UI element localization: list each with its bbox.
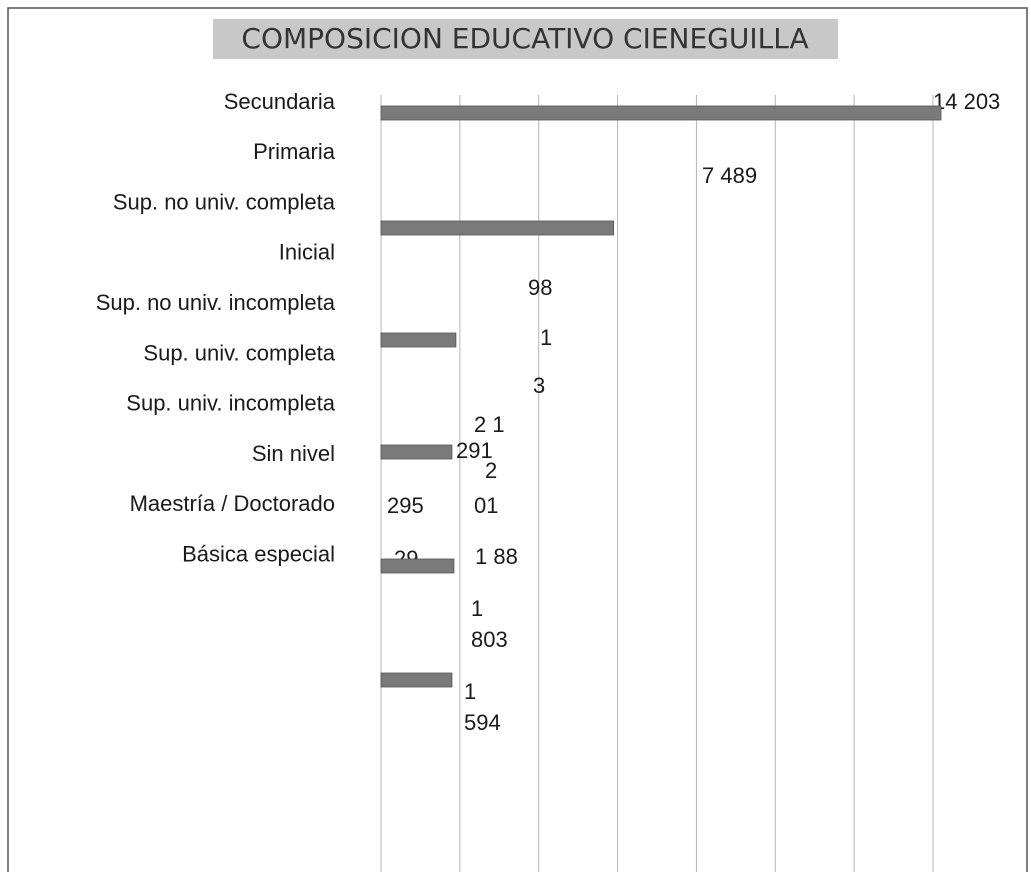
category-label: Secundaria xyxy=(224,89,336,114)
category-label: Sup. univ. incompleta xyxy=(126,391,335,416)
value-label: 1 88 xyxy=(475,544,518,569)
category-label: Maestría / Doctorado xyxy=(130,491,335,516)
category-label: Sup. no univ. completa xyxy=(113,189,336,214)
value-label: 1 xyxy=(464,679,476,704)
value-label: 295 xyxy=(387,493,424,518)
title-background xyxy=(213,19,838,59)
value-label: 3 xyxy=(533,373,545,398)
chart-title: COMPOSICION EDUCATIVO CIENEGUILLA xyxy=(241,22,808,55)
bar xyxy=(380,558,455,574)
value-label: 594 xyxy=(464,710,501,735)
value-label: 14 203 xyxy=(933,89,1000,114)
value-label: 98 xyxy=(528,275,552,300)
value-label: 291 xyxy=(456,438,493,463)
frame xyxy=(7,7,1028,877)
value-label: 1 xyxy=(471,596,483,621)
bar xyxy=(380,444,453,460)
category-label: Sup. univ. completa xyxy=(143,340,335,365)
value-label: 1 xyxy=(540,325,552,350)
category-label: Sup. no univ. incompleta xyxy=(96,290,336,315)
bar xyxy=(380,672,453,688)
value-label: 7 489 xyxy=(702,163,757,188)
value-label: 2 1 xyxy=(474,412,505,437)
bar xyxy=(380,105,942,121)
category-label: Inicial xyxy=(279,240,335,265)
value-label: 803 xyxy=(471,627,508,652)
value-label: 01 xyxy=(474,493,498,518)
category-label: Sin nivel xyxy=(252,441,335,466)
category-label: Básica especial xyxy=(182,542,335,567)
category-label: Primaria xyxy=(253,139,336,164)
value-label: 2 xyxy=(485,458,497,483)
bar xyxy=(380,332,457,348)
bar xyxy=(380,220,615,236)
